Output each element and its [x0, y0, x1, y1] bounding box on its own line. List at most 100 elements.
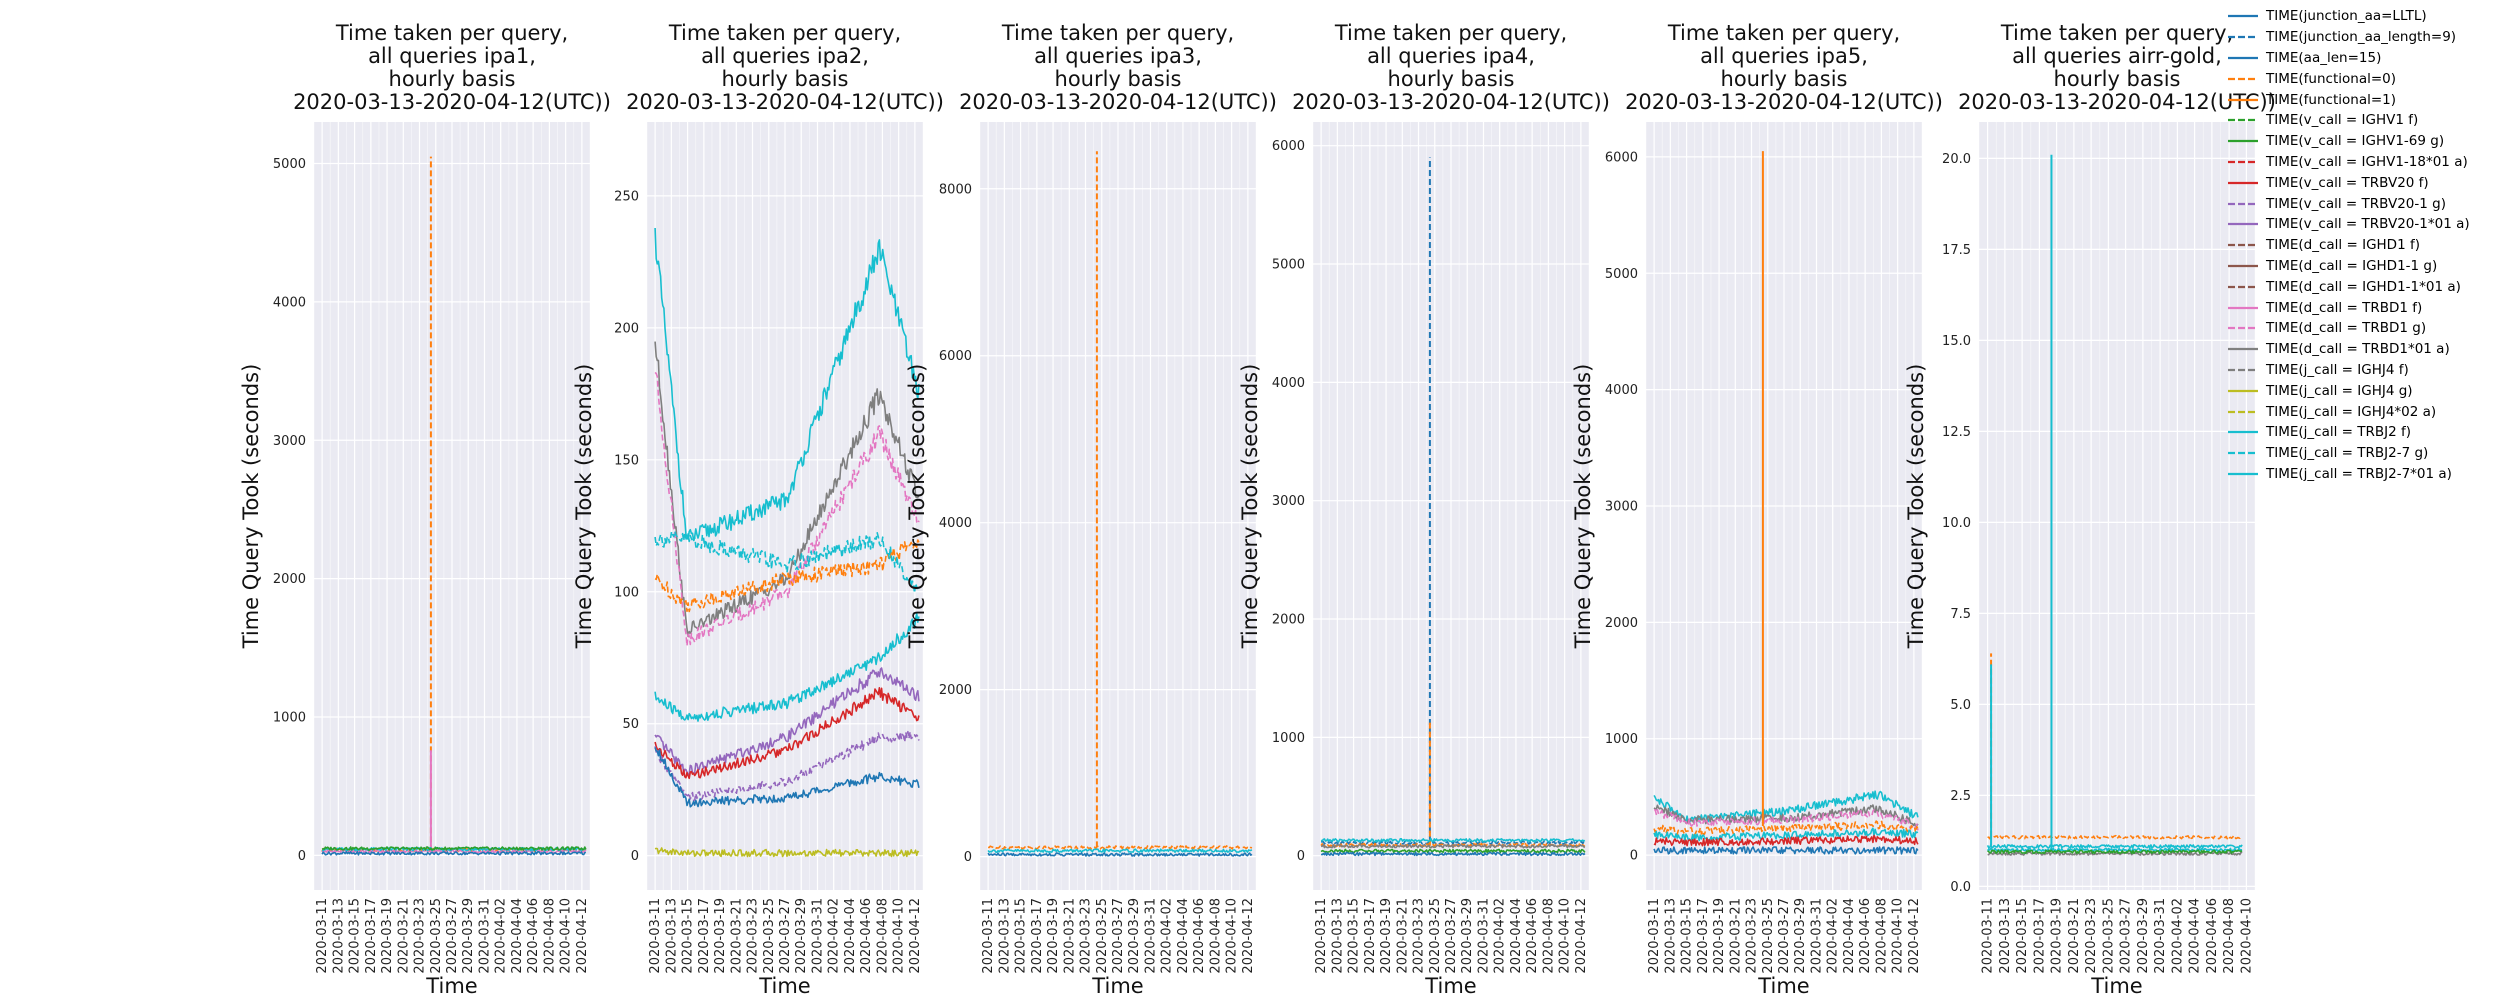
x-tick-label: 2020-04-06	[2205, 898, 2220, 974]
legend-line-swatch	[2228, 140, 2258, 143]
legend-label: TIME(d_call = IGHD1-1*01 a)	[2266, 278, 2461, 295]
y-tick-label: 6000	[939, 349, 972, 364]
x-tick-label: 2020-04-02	[1493, 898, 1508, 974]
x-tick-label: 2020-04-10	[1891, 898, 1906, 974]
chart-title: Time taken per query,	[1334, 21, 1567, 45]
legend-line-swatch	[2228, 452, 2258, 455]
x-tick-label: 2020-03-23	[2084, 898, 2099, 974]
legend-line-swatch	[2228, 98, 2258, 101]
x-tick-label: 2020-04-08	[542, 898, 557, 974]
x-tick-label: 2020-03-21	[729, 898, 744, 974]
y-tick-label: 6000	[1605, 150, 1638, 165]
x-tick-label: 2020-03-21	[1062, 898, 1077, 974]
y-tick-label: 10.0	[1942, 516, 1971, 531]
chart-title: 2020-03-13-2020-04-12(UTC))	[1292, 90, 1610, 114]
series-line	[1986, 844, 2243, 849]
x-tick-label: 2020-04-10	[1225, 898, 1240, 974]
legend-label: TIME(v_call = IGHV1 f)	[2266, 112, 2419, 129]
y-axis-label: Time Query Took (seconds)	[572, 364, 596, 650]
legend-line-swatch	[2228, 244, 2258, 247]
series-line	[321, 851, 587, 856]
x-tick-label: 2020-03-27	[2119, 898, 2134, 974]
legend-line-swatch	[2228, 389, 2258, 392]
chart-title: Time taken per query,	[668, 21, 901, 45]
y-tick-label: 100	[614, 585, 639, 600]
x-tick-label: 2020-04-06	[1858, 898, 1873, 974]
y-tick-label: 3000	[1272, 494, 1305, 509]
x-tick-label: 2020-03-27	[778, 898, 793, 974]
y-tick-label: 2000	[1272, 613, 1305, 628]
x-tick-label: 2020-03-23	[1412, 898, 1427, 974]
chart-title: Time taken per query,	[335, 21, 568, 45]
y-tick-label: 50	[622, 717, 639, 732]
legend-label: TIME(d_call = TRBD1 g)	[2266, 320, 2427, 337]
x-tick-label: 2020-03-25	[1428, 898, 1443, 974]
chart-title: 2020-03-13-2020-04-12(UTC))	[959, 90, 1277, 114]
y-axis-label: Time Query Took (seconds)	[1904, 364, 1928, 650]
legend-line-swatch	[2228, 181, 2258, 184]
x-tick-label: 2020-03-31	[1476, 898, 1491, 974]
series-line	[654, 667, 920, 776]
x-tick-label: 2020-03-21	[1395, 898, 1410, 974]
series-line	[1986, 847, 2243, 853]
legend-entry: TIME(junction_aa_length=9)	[2228, 27, 2496, 48]
x-tick-label: 2020-03-15	[348, 898, 363, 974]
chart-title: 2020-03-13-2020-04-12(UTC))	[293, 90, 611, 114]
x-axis-label: Time	[1757, 974, 1809, 998]
y-tick-label: 1000	[273, 711, 306, 726]
series-line	[654, 687, 920, 780]
legend-entry: TIME(d_call = IGHD1-1 g)	[2228, 256, 2496, 277]
series-line	[321, 846, 587, 851]
x-tick-label: 2020-03-27	[1777, 898, 1792, 974]
series-line	[654, 371, 920, 647]
panel-6: 0.0 2.5 5.0 7.5 10.0 12.5 15.0 17.5 20.0 2020-03-…	[1904, 21, 2276, 998]
chart-title: all queries ipa3,	[1034, 44, 1202, 68]
x-tick-label: 2020-04-10	[2239, 898, 2254, 974]
y-tick-label: 4000	[273, 295, 306, 310]
x-tick-label: 2020-03-13	[331, 898, 346, 974]
series-line	[987, 852, 1253, 857]
series-line	[1987, 849, 2243, 855]
legend-entry: TIME(functional=1)	[2228, 89, 2496, 110]
legend-entry: TIME(functional=0)	[2228, 68, 2496, 89]
legend-line-swatch	[2228, 223, 2258, 226]
x-tick-label: 2020-04-04	[2188, 898, 2203, 974]
chart-title: Time taken per query,	[2000, 21, 2233, 45]
x-tick-label: 2020-04-12	[908, 898, 923, 974]
x-tick-label: 2020-04-12	[1574, 898, 1589, 974]
x-tick-label: 2020-03-29	[1793, 898, 1808, 974]
legend-entry: TIME(d_call = IGHD1 f)	[2228, 235, 2496, 256]
series-line	[654, 730, 920, 802]
y-tick-label: 20.0	[1942, 152, 1971, 167]
y-tick-label: 4000	[1605, 383, 1638, 398]
chart-title: all queries ipa5,	[1700, 44, 1868, 68]
series-line	[654, 341, 920, 638]
y-tick-label: 0	[631, 849, 639, 864]
x-tick-label: 2020-03-31	[477, 898, 492, 974]
x-tick-label: 2020-03-13	[1330, 898, 1345, 974]
x-tick-label: 2020-04-04	[1509, 898, 1524, 974]
x-tick-label: 2020-04-10	[559, 898, 574, 974]
x-tick-label: 2020-03-29	[461, 898, 476, 974]
y-tick-label: 5000	[1272, 258, 1305, 273]
y-tick-label: 0.0	[1950, 880, 1971, 895]
x-tick-label: 2020-04-02	[494, 898, 509, 974]
legend-label: TIME(functional=0)	[2266, 70, 2397, 87]
x-tick-label: 2020-04-02	[1826, 898, 1841, 974]
x-tick-label: 2020-04-10	[1558, 898, 1573, 974]
x-tick-label: 2020-03-21	[1728, 898, 1743, 974]
legend-entry: TIME(j_call = IGHJ4 g)	[2228, 380, 2496, 401]
x-tick-label: 2020-03-19	[1712, 898, 1727, 974]
chart-title: 2020-03-13-2020-04-12(UTC))	[626, 90, 944, 114]
chart-title: hourly basis	[2054, 67, 2181, 91]
x-tick-label: 2020-03-25	[1095, 898, 1110, 974]
series-line	[654, 227, 920, 542]
series-line	[654, 530, 920, 594]
series-line	[321, 848, 587, 854]
legend-entry: TIME(j_call = IGHJ4*02 a)	[2228, 401, 2496, 422]
x-tick-label: 2020-03-29	[2136, 898, 2151, 974]
x-tick-label: 2020-03-27	[1444, 898, 1459, 974]
legend-label: TIME(aa_len=15)	[2266, 49, 2382, 66]
